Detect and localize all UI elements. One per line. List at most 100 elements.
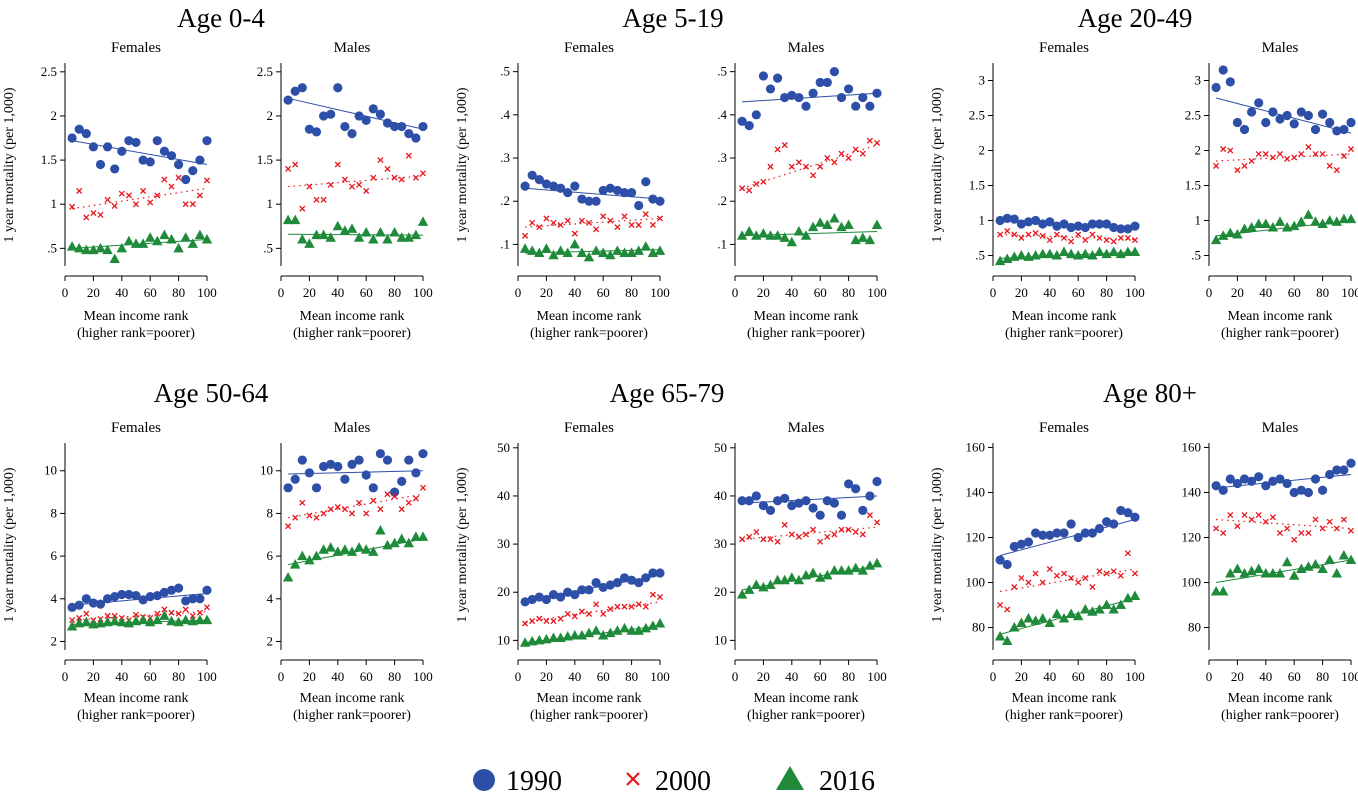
point-1990 <box>375 109 385 119</box>
point-2000 <box>1053 231 1060 238</box>
point-2000 <box>348 510 356 517</box>
point-2016 <box>1331 216 1342 226</box>
point-2016 <box>1232 229 1243 239</box>
point-1990 <box>382 455 393 465</box>
point-1990 <box>563 587 573 597</box>
point-2016 <box>1080 248 1091 259</box>
point-2016 <box>1289 220 1300 231</box>
point-2000 <box>412 174 419 181</box>
x-tick-label: 60 <box>360 285 373 300</box>
point-2016 <box>304 554 315 565</box>
point-2000 <box>585 219 593 226</box>
point-2016 <box>779 232 790 242</box>
point-2016 <box>1310 559 1321 569</box>
point-2000 <box>1312 516 1319 523</box>
point-2000 <box>802 531 810 538</box>
point-2016 <box>375 226 386 237</box>
y-tick-label: 30 <box>497 536 510 551</box>
point-2016 <box>361 544 372 554</box>
x-tick-label: 20 <box>1015 285 1028 300</box>
x-tick-label: 60 <box>144 669 157 684</box>
point-2000 <box>1018 234 1025 242</box>
point-2000 <box>593 226 600 233</box>
point-2000 <box>656 593 664 601</box>
point-1990 <box>166 151 177 161</box>
x-tick-label: 20 <box>1231 285 1244 300</box>
point-2000 <box>564 610 571 617</box>
point-1990 <box>1045 530 1055 540</box>
point-1990 <box>88 598 98 608</box>
point-1990 <box>737 496 747 506</box>
x-axis-label: Mean income rank <box>1012 309 1117 324</box>
point-2000 <box>1046 565 1053 573</box>
point-2000 <box>753 528 760 536</box>
group-title-age-0-4: Age 0-4 <box>177 3 265 33</box>
point-2016 <box>297 550 308 561</box>
point-1990 <box>95 159 106 170</box>
x-tick-label: 40 <box>1043 285 1056 300</box>
point-1990 <box>527 594 537 605</box>
legend: 1990 2000 2016 <box>473 766 875 797</box>
point-1990 <box>851 484 861 494</box>
point-2000 <box>327 506 334 513</box>
point-2016 <box>576 247 588 258</box>
series-2016 <box>994 590 1141 645</box>
point-1990 <box>598 582 608 593</box>
x-tick-label: 100 <box>1125 669 1145 684</box>
point-2016 <box>311 550 322 561</box>
point-2000 <box>175 174 182 181</box>
point-2016 <box>864 234 876 245</box>
point-2000 <box>348 183 356 190</box>
x-axis-label: Mean income rank <box>754 309 859 324</box>
point-2016 <box>758 228 769 238</box>
series-1990 <box>995 213 1140 234</box>
point-2016 <box>548 632 559 642</box>
point-2000 <box>831 531 838 538</box>
point-2000 <box>1039 579 1046 586</box>
point-2016 <box>612 245 623 255</box>
x-tick-label: 80 <box>842 669 855 684</box>
point-1990 <box>297 83 307 93</box>
point-1990 <box>1225 77 1235 87</box>
y-tick-label: .5 <box>500 64 510 79</box>
point-2016 <box>389 226 400 237</box>
x-tick-label: 0 <box>990 669 997 684</box>
point-1990 <box>1318 485 1328 495</box>
point-2016 <box>1087 250 1098 260</box>
point-2000 <box>111 202 118 210</box>
point-2000 <box>377 157 384 164</box>
point-2000 <box>522 232 529 239</box>
series-1990 <box>520 170 665 211</box>
point-2016 <box>1260 218 1271 228</box>
point-2000 <box>320 510 327 517</box>
point-2016 <box>541 243 552 253</box>
y-tick-label: .1 <box>500 236 510 251</box>
point-1990 <box>1123 508 1133 518</box>
point-2000 <box>1227 147 1234 154</box>
point-1990 <box>67 133 77 143</box>
x-tick-label: 100 <box>197 669 217 684</box>
point-2016 <box>1338 213 1350 224</box>
point-1990 <box>117 146 127 156</box>
point-2016 <box>779 574 790 585</box>
point-2016 <box>857 565 868 575</box>
y-tick-label: 1.5 <box>257 152 273 167</box>
series-1990 <box>283 83 428 143</box>
series-2016 <box>519 618 666 647</box>
series-2016 <box>282 524 429 582</box>
point-2000 <box>1131 237 1139 244</box>
point-2016 <box>123 235 135 246</box>
point-1990 <box>1211 82 1221 93</box>
point-2016 <box>417 216 429 226</box>
point-2000 <box>1096 234 1103 242</box>
point-2016 <box>201 234 213 244</box>
point-1990 <box>648 568 658 578</box>
point-1990 <box>815 77 825 88</box>
point-2016 <box>744 225 755 236</box>
point-2000 <box>182 606 189 613</box>
panel-4: Females .5 1 1.5 2 2.5 3 0 20 40 60 80 100 Mean incom… <box>930 40 1145 341</box>
point-1990 <box>844 479 854 489</box>
point-2000 <box>168 183 175 190</box>
point-1990 <box>1318 109 1328 119</box>
point-2000 <box>614 224 621 231</box>
